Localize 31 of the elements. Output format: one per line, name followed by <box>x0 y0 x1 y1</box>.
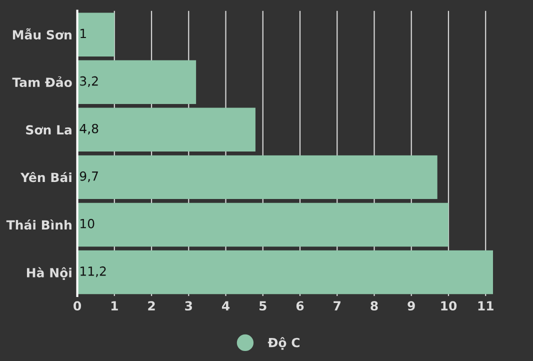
y-tick-label: Tam Đảo <box>12 76 72 88</box>
x-tick-label: 0 <box>74 301 82 311</box>
data-label: 4,8 <box>80 124 98 135</box>
y-tick-label: Yên Bái <box>20 172 72 182</box>
x-tick-label: 10 <box>441 301 457 311</box>
x-tick-label: 8 <box>370 301 378 311</box>
bar <box>77 108 256 152</box>
x-tick-label: 2 <box>148 301 155 310</box>
legend-label: Độ C <box>268 337 300 350</box>
x-tick-label: 4 <box>222 301 230 310</box>
bar <box>77 12 114 56</box>
x-tick-label: 6 <box>296 301 304 311</box>
x-tick-label: 9 <box>408 301 415 311</box>
data-label: 9,7 <box>80 171 98 182</box>
x-tick-label: 7 <box>334 301 340 310</box>
x-tick-label: 11 <box>478 301 494 310</box>
x-tick-label: 5 <box>260 301 266 311</box>
y-tick-label: Mẫu Sơn <box>12 28 72 40</box>
y-tick-label: Sơn La <box>26 125 72 135</box>
y-tick-label: Thái Bình <box>6 219 72 230</box>
data-label: 3,2 <box>80 76 98 88</box>
x-tick-label: 3 <box>185 301 192 311</box>
data-label: 11,2 <box>80 266 106 278</box>
bar <box>77 155 438 200</box>
bar <box>77 202 448 247</box>
bar <box>77 250 494 294</box>
y-tick-label: Hà Nội <box>26 267 72 280</box>
bar <box>77 60 196 104</box>
x-tick-label: 1 <box>111 301 118 310</box>
data-label: 10 <box>80 218 94 228</box>
data-label: 1 <box>80 28 86 38</box>
